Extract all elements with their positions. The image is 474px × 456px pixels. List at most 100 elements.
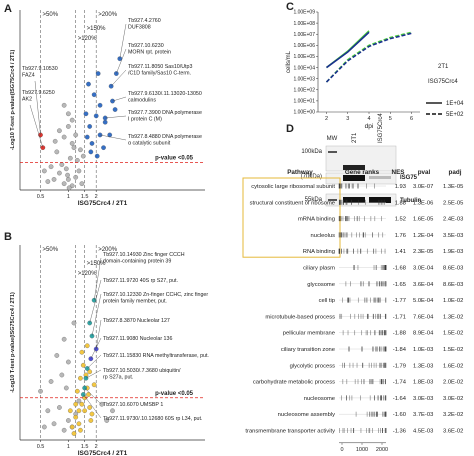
nes: 1.52	[395, 217, 406, 223]
point	[112, 107, 118, 112]
padj: 2.0E-02	[443, 380, 463, 386]
panel-label: D	[286, 123, 294, 135]
pathway: ciliary plasm	[303, 266, 335, 272]
blot-mw: MW	[327, 136, 338, 142]
point	[79, 349, 85, 355]
annotation: protein family member, put.	[103, 299, 167, 305]
padj: 8.6E-03	[443, 266, 463, 272]
threshold-label: >120%	[78, 271, 98, 277]
point	[66, 124, 71, 129]
point	[74, 158, 80, 163]
pathway: cell tip	[319, 298, 335, 304]
annotation: Tb927.9.10530	[22, 66, 58, 72]
point	[67, 155, 73, 161]
leader-line	[34, 80, 41, 135]
point	[51, 421, 57, 427]
point	[45, 408, 51, 414]
point	[52, 138, 58, 144]
nes: -1.88	[393, 331, 406, 337]
annotation: domain-containing protein 39	[103, 259, 171, 265]
nes: -1.71	[393, 314, 406, 320]
point	[67, 408, 73, 414]
nes: -1.64	[393, 396, 407, 402]
threshold-label: >120%	[78, 36, 98, 42]
point	[80, 153, 86, 159]
padj: 1.6E-02	[443, 363, 463, 369]
x-tick-label: 1.5	[81, 194, 89, 200]
mw-marker: 55kDa	[305, 197, 323, 203]
annotation: Tb927.8.4880 DNA polymerase	[128, 134, 202, 140]
annotation: Tb927.11.15830 RNA methyltransferase, pu…	[103, 353, 209, 359]
point	[66, 418, 71, 423]
point	[80, 362, 86, 368]
point	[41, 168, 47, 174]
pathway: carbohydrate metabolic process	[253, 380, 335, 386]
point	[107, 132, 113, 138]
nes: -1.74	[393, 380, 407, 386]
rank-axis-label: 2000	[376, 447, 388, 453]
lane-label: 2T1	[352, 132, 358, 143]
annotation: Tb927.11.9730/.10.12680 60S rp L34, put.	[103, 416, 202, 422]
padj: 1.0E-02	[443, 298, 463, 304]
point	[86, 81, 91, 87]
padj: 1.9E-03	[443, 249, 463, 255]
table-header: padj	[449, 169, 462, 176]
threshold-label: >50%	[43, 12, 59, 18]
padj: 3.6E-02	[443, 429, 463, 435]
leader-line	[100, 134, 127, 141]
leader-line	[110, 69, 127, 87]
x-tick-label: 0.5	[37, 444, 45, 450]
pval: 3.0E-03	[413, 396, 433, 402]
pval: 5.0E-04	[413, 298, 434, 304]
pval: 1.3E-06	[413, 200, 433, 206]
annotation: MORN rpt. protein	[128, 50, 171, 56]
leader-line	[91, 293, 102, 337]
point	[101, 145, 106, 150]
band	[343, 175, 365, 181]
padj: 1.3E-02	[443, 314, 463, 320]
table-header: Pathway	[287, 169, 313, 176]
point	[61, 102, 67, 108]
padj: 8.6E-03	[443, 282, 463, 288]
nes: -1.65	[393, 282, 406, 288]
x-tick-label: 1	[67, 444, 70, 450]
point	[88, 149, 94, 155]
y-axis-label: -Log10 T-test p-value(ISG75Crc4 / 2T1)	[10, 292, 16, 393]
x-axis-label: ISG75Crc4 / 2T1	[78, 200, 128, 207]
legend-label: 2T1	[438, 64, 449, 70]
point	[76, 421, 82, 427]
protein-label: ISG75	[400, 175, 418, 181]
pval: 1.0E-03	[413, 347, 433, 353]
panel-label: C	[286, 1, 294, 13]
point	[73, 132, 79, 138]
point	[51, 177, 57, 182]
pathway: nucleosome	[304, 396, 335, 402]
point	[66, 185, 72, 191]
annotation: Tb927.8.3870 Nucleolar 127	[103, 318, 170, 324]
point	[97, 102, 103, 108]
point	[71, 145, 77, 150]
annotation: I protein C (M)	[128, 117, 162, 123]
leader-line	[105, 115, 127, 119]
point	[63, 166, 69, 172]
leader-line	[89, 279, 102, 324]
annotation: Tb927.10.12330 Zn-finger CCHC, zinc fing…	[103, 292, 208, 298]
point	[110, 408, 115, 414]
point	[66, 359, 71, 365]
pval: 1.3E-03	[413, 363, 433, 369]
pval: 3.0E-07	[413, 184, 433, 190]
annotation: Tb927.9.6250	[22, 90, 55, 96]
annotation: Tb927.11.9720 40S rp S27, put.	[103, 278, 178, 284]
cutoff-label: p-value <0.05	[155, 155, 194, 161]
annotation: Tb927.10.5030/.7.3680 ubiquitin/	[103, 368, 181, 374]
padj: 1.5E-02	[443, 331, 463, 337]
leader-line	[119, 23, 127, 59]
leader-line	[112, 96, 127, 102]
pathway: transmembrane transporter activity	[245, 429, 335, 435]
x-axis-label: ISG75Crc4 / 2T1	[78, 450, 128, 456]
pval: 1.8E-03	[413, 380, 433, 386]
pathway: ciliary transition zone	[281, 347, 335, 353]
point	[93, 113, 99, 119]
pval: 7.6E-04	[413, 314, 434, 320]
panel-label: A	[4, 3, 12, 15]
